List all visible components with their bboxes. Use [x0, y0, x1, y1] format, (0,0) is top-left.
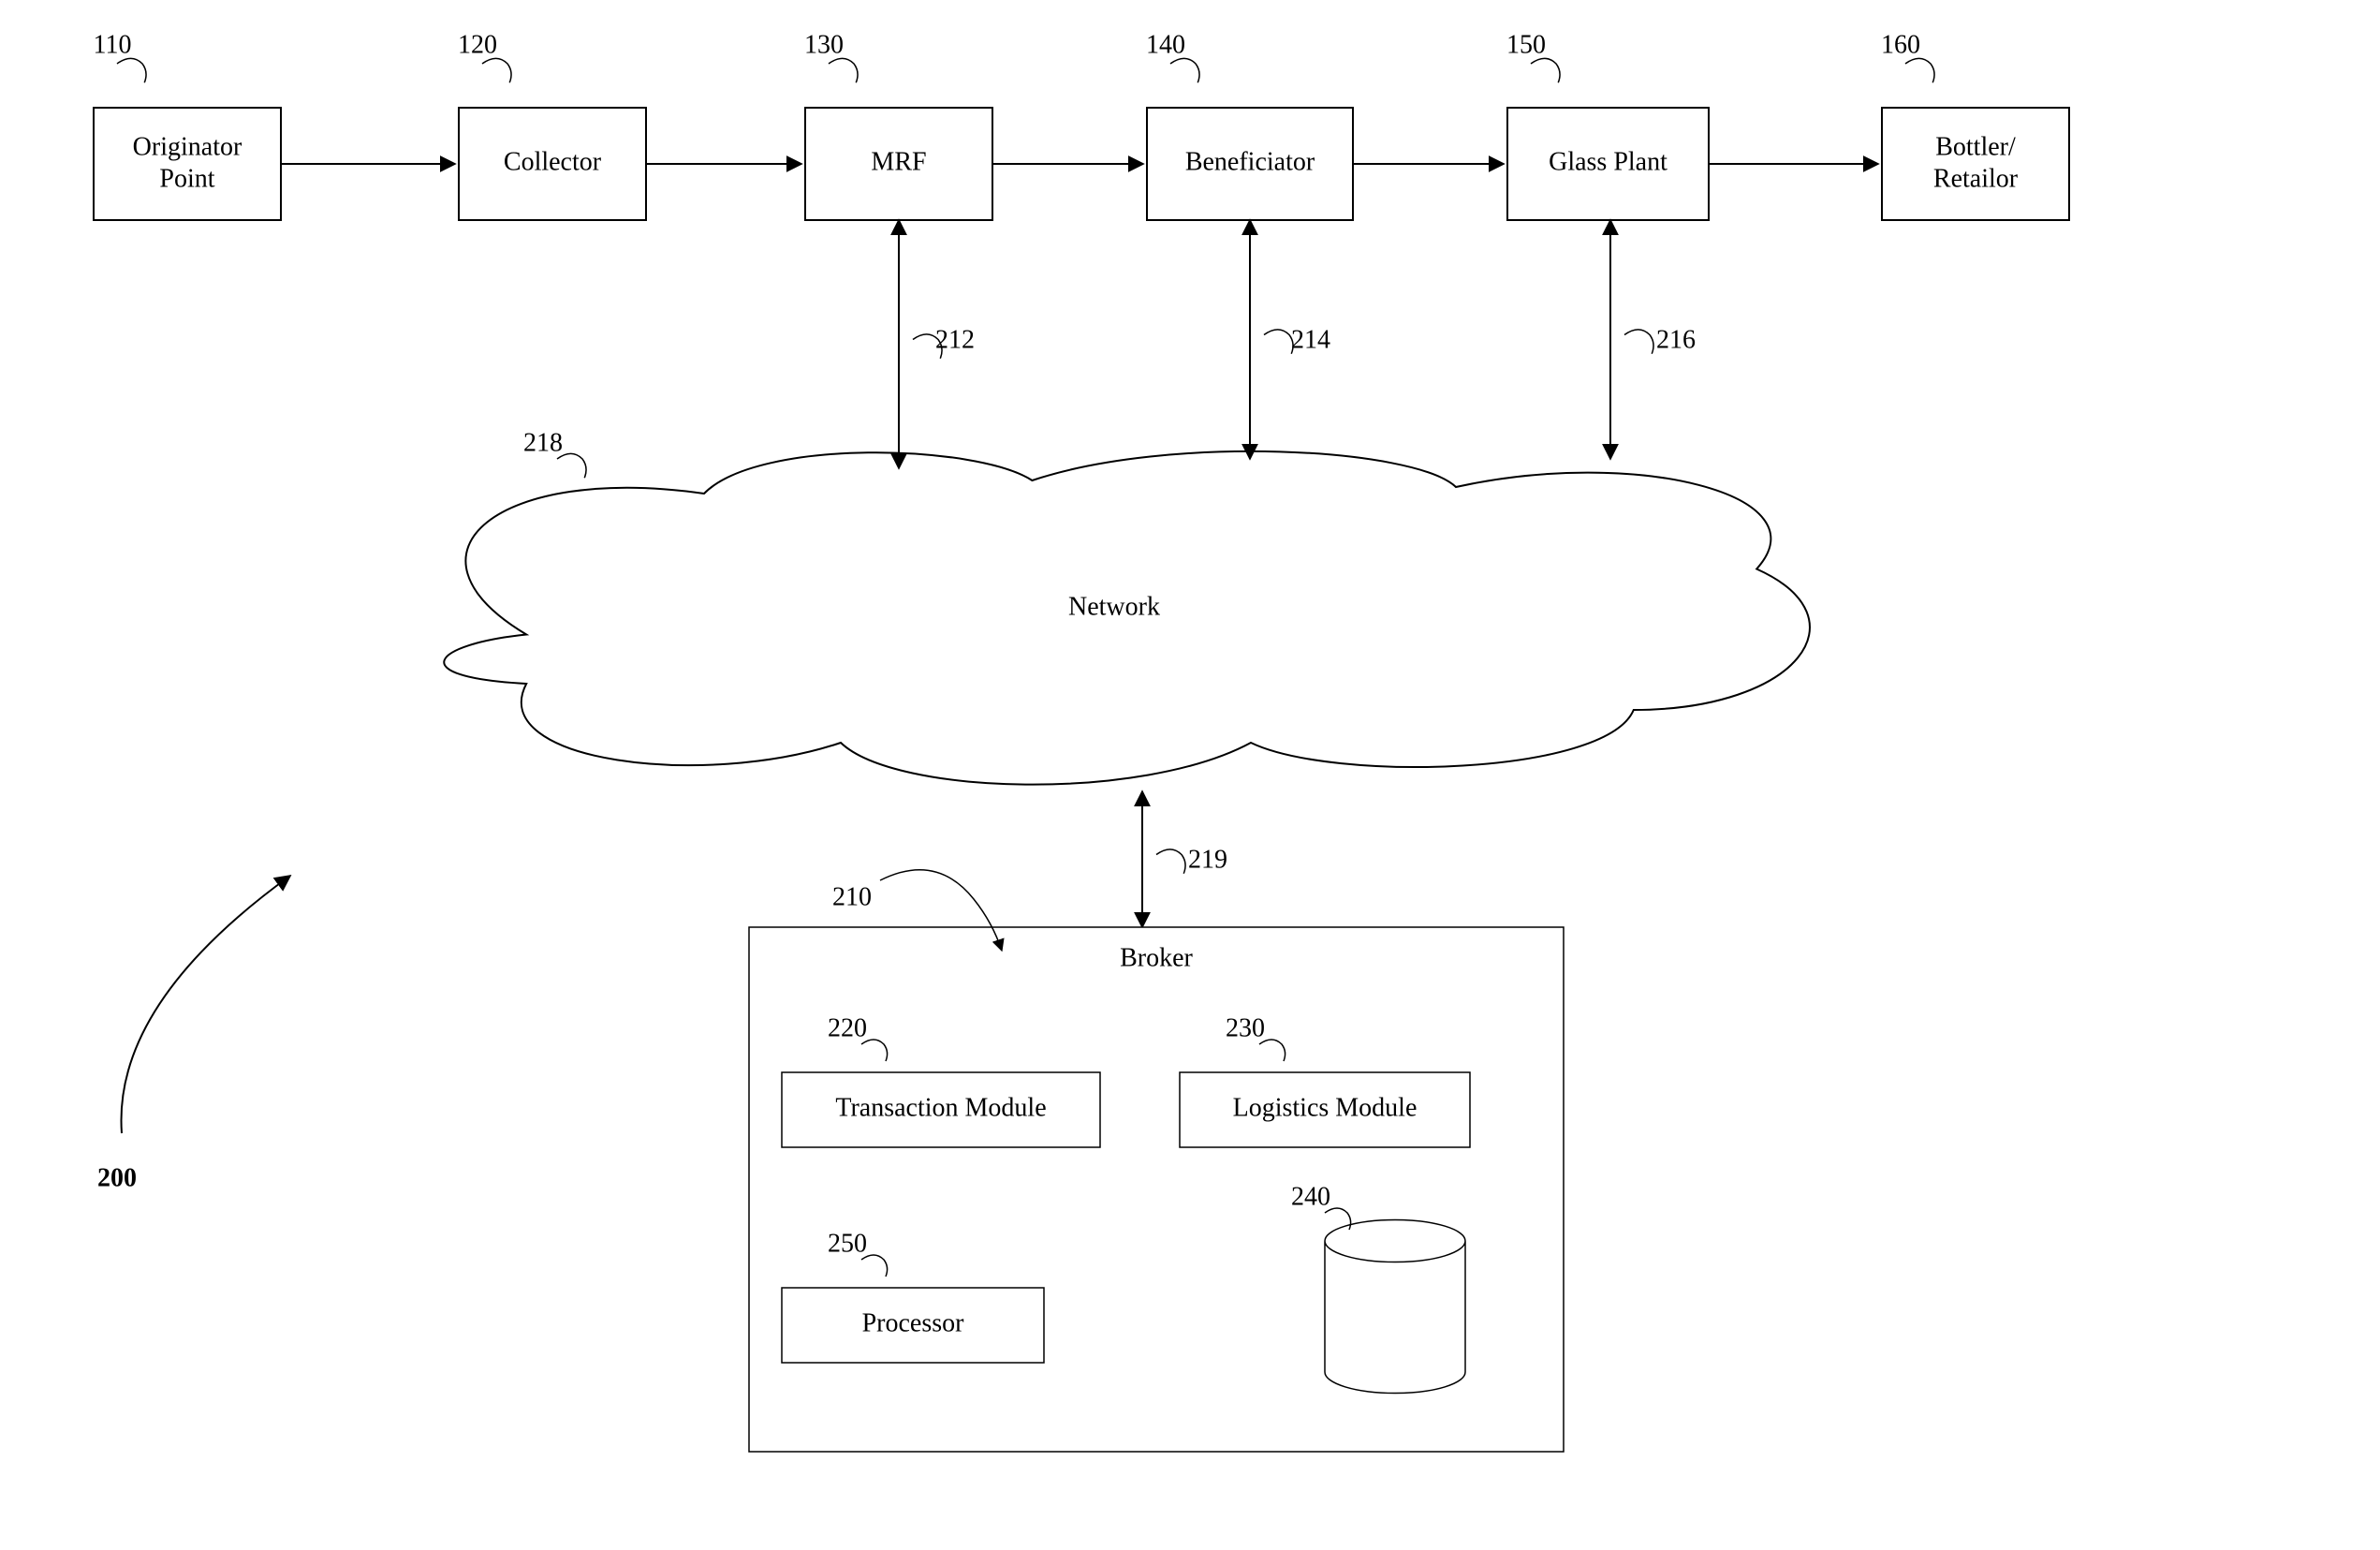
network-label: Network: [1068, 592, 1160, 621]
collector-ref-leader: [482, 58, 511, 82]
net-link-0-ref: 212: [935, 325, 975, 354]
glassplant-ref: 150: [1506, 30, 1546, 59]
collector-ref: 120: [458, 30, 497, 59]
broker-label: Broker: [1120, 943, 1193, 972]
net-link-1-leader: [1264, 330, 1293, 354]
mrf-label: MRF: [871, 147, 926, 176]
database-ref: 240: [1291, 1182, 1330, 1211]
glassplant-label: Glass Plant: [1549, 147, 1667, 176]
mrf-ref: 130: [804, 30, 844, 59]
figure-arrow: [122, 876, 291, 1133]
net-link-2-ref: 216: [1656, 325, 1696, 354]
originator-label-2: Point: [159, 164, 214, 193]
logistics-ref: 230: [1226, 1013, 1265, 1042]
collector-label: Collector: [504, 147, 602, 176]
net-link-2-leader: [1624, 330, 1653, 354]
mrf-ref-leader: [829, 58, 858, 82]
broker-link-leader: [1156, 849, 1185, 874]
originator-ref: 110: [94, 30, 132, 59]
processor-ref: 250: [828, 1229, 867, 1258]
bottler-label-1: Bottler/: [1935, 132, 2016, 161]
beneficiator-label: Beneficiator: [1185, 147, 1315, 176]
broker-link-ref: 219: [1188, 845, 1227, 874]
beneficiator-ref-leader: [1170, 58, 1199, 82]
processor-label: Processor: [862, 1308, 965, 1337]
logistics-label: Logistics Module: [1233, 1093, 1418, 1122]
bottler-ref: 160: [1881, 30, 1920, 59]
beneficiator-ref: 140: [1146, 30, 1185, 59]
transaction-label: Transaction Module: [835, 1093, 1046, 1122]
bottler-ref-leader: [1905, 58, 1934, 82]
originator-label-1: Originator: [133, 132, 242, 161]
transaction-ref: 220: [828, 1013, 867, 1042]
glassplant-ref-leader: [1531, 58, 1560, 82]
originator-ref-leader: [117, 58, 146, 82]
bottler-label-2: Retailor: [1933, 164, 2019, 193]
database-icon: [1325, 1220, 1465, 1394]
figure-ref: 200: [97, 1163, 137, 1192]
net-link-1-ref: 214: [1291, 325, 1330, 354]
network-ref: 218: [523, 428, 563, 457]
broker-ptr-ref: 210: [832, 882, 872, 911]
